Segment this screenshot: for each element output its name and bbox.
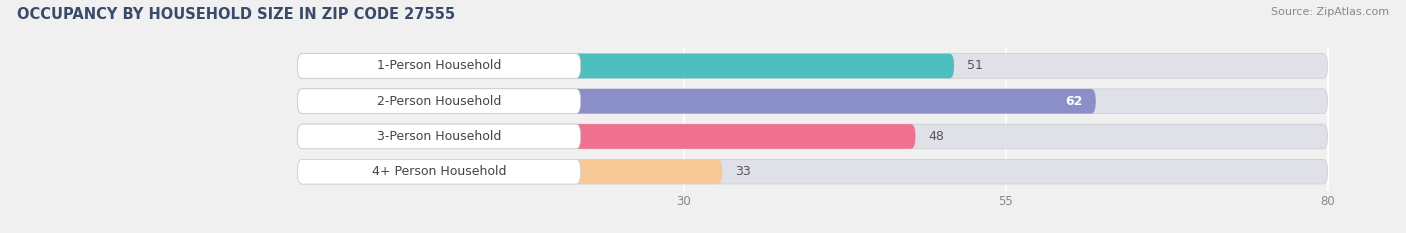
Text: 33: 33 xyxy=(735,165,751,178)
FancyBboxPatch shape xyxy=(297,89,1095,113)
Text: 1-Person Household: 1-Person Household xyxy=(377,59,501,72)
FancyBboxPatch shape xyxy=(297,159,1327,184)
Text: 62: 62 xyxy=(1066,95,1083,108)
FancyBboxPatch shape xyxy=(297,159,581,184)
Text: OCCUPANCY BY HOUSEHOLD SIZE IN ZIP CODE 27555: OCCUPANCY BY HOUSEHOLD SIZE IN ZIP CODE … xyxy=(17,7,456,22)
FancyBboxPatch shape xyxy=(297,89,1327,113)
Text: 4+ Person Household: 4+ Person Household xyxy=(371,165,506,178)
FancyBboxPatch shape xyxy=(297,124,581,149)
FancyBboxPatch shape xyxy=(297,54,955,78)
FancyBboxPatch shape xyxy=(297,159,723,184)
Text: 2-Person Household: 2-Person Household xyxy=(377,95,501,108)
FancyBboxPatch shape xyxy=(297,54,1327,78)
FancyBboxPatch shape xyxy=(297,89,581,113)
FancyBboxPatch shape xyxy=(297,124,1327,149)
Text: 51: 51 xyxy=(967,59,983,72)
Text: 3-Person Household: 3-Person Household xyxy=(377,130,501,143)
Text: Source: ZipAtlas.com: Source: ZipAtlas.com xyxy=(1271,7,1389,17)
Text: 48: 48 xyxy=(928,130,945,143)
FancyBboxPatch shape xyxy=(297,124,915,149)
FancyBboxPatch shape xyxy=(297,54,581,78)
